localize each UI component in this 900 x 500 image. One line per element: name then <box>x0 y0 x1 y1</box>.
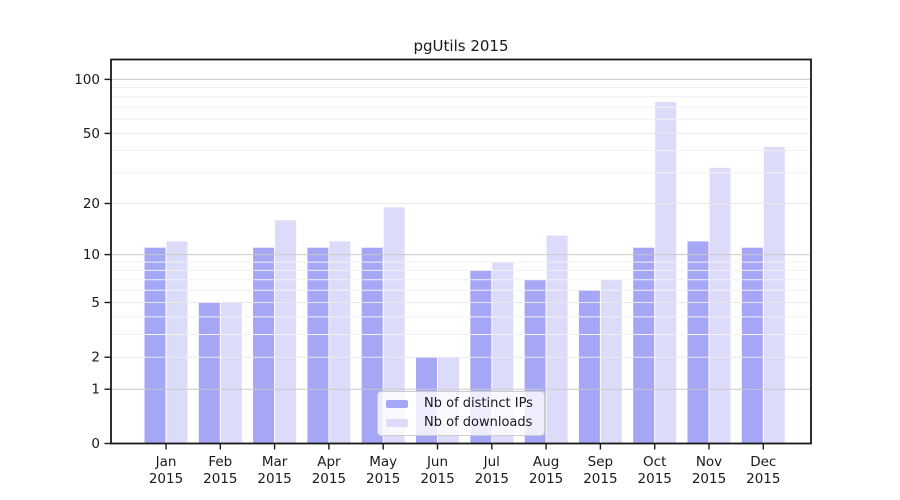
bar-distinct-ips-dec <box>741 247 763 444</box>
x-tick-label-feb: Feb <box>208 454 232 470</box>
y-tick-label-0: 0 <box>91 436 100 452</box>
x-tick-label-nov: Nov <box>696 454 722 470</box>
bar-downloads-mar <box>275 220 297 444</box>
bar-downloads-may <box>383 207 405 444</box>
x-tick-label-may: May <box>369 454 397 470</box>
bar-distinct-ips-feb <box>198 302 220 444</box>
x-tick-label-apr: Apr <box>317 454 341 470</box>
legend-item-distinct-ips: Nb of distinct IPs <box>386 396 536 412</box>
x-tick-year-jan: 2015 <box>149 471 183 487</box>
x-tick-year-jul: 2015 <box>475 471 509 487</box>
y-tick-label-100: 100 <box>74 72 100 88</box>
plot-border <box>110 58 812 445</box>
bar-downloads-jan <box>166 241 188 444</box>
bar-distinct-ips-mar <box>253 247 275 444</box>
axes-layer <box>104 58 812 450</box>
axis-labels-layer: 0125102050100Jan2015Feb2015Mar2015Apr201… <box>74 72 780 487</box>
bar-downloads-apr <box>329 241 351 444</box>
x-tick-year-dec: 2015 <box>746 471 780 487</box>
bar-downloads-dec <box>763 146 785 444</box>
bar-downloads-aug <box>546 235 568 444</box>
x-tick-label-jan: Jan <box>155 454 177 470</box>
y-tick-label-10: 10 <box>83 247 100 263</box>
chart-title: pgUtils 2015 <box>414 37 509 55</box>
bar-distinct-ips-oct <box>633 247 655 444</box>
y-tick-label-5: 5 <box>91 295 100 311</box>
x-tick-year-sep: 2015 <box>583 471 617 487</box>
x-tick-label-jul: Jul <box>483 454 500 470</box>
legend-item-downloads: Nb of downloads <box>386 415 536 431</box>
bar-distinct-ips-apr <box>307 247 329 444</box>
legend-label-distinct-ips: Nb of distinct IPs <box>424 396 533 411</box>
legend-label-downloads: Nb of downloads <box>424 415 533 430</box>
y-tick-label-2: 2 <box>91 350 100 366</box>
x-tick-year-mar: 2015 <box>257 471 291 487</box>
x-tick-label-mar: Mar <box>262 454 288 470</box>
y-tick-label-20: 20 <box>83 196 100 212</box>
bar-downloads-feb <box>220 302 242 444</box>
x-tick-label-aug: Aug <box>533 454 559 470</box>
legend-swatch-distinct-ips-icon <box>386 400 408 408</box>
y-tick-label-1: 1 <box>91 382 100 398</box>
x-tick-year-oct: 2015 <box>638 471 672 487</box>
x-tick-year-nov: 2015 <box>692 471 726 487</box>
gridlines-layer <box>111 78 811 390</box>
x-tick-label-dec: Dec <box>750 454 776 470</box>
x-tick-label-jun: Jun <box>426 454 448 470</box>
legend: Nb of distinct IPs Nb of downloads <box>377 391 545 436</box>
bar-downloads-nov <box>709 167 731 444</box>
bar-distinct-ips-jan <box>144 247 166 444</box>
bar-downloads-sep <box>600 279 622 444</box>
x-tick-year-feb: 2015 <box>203 471 237 487</box>
bar-distinct-ips-nov <box>687 241 709 444</box>
x-tick-label-sep: Sep <box>588 454 613 470</box>
x-tick-year-apr: 2015 <box>312 471 346 487</box>
y-tick-label-50: 50 <box>83 126 100 142</box>
x-tick-year-jun: 2015 <box>420 471 454 487</box>
x-tick-label-oct: Oct <box>643 454 666 470</box>
legend-swatch-downloads-icon <box>386 419 408 427</box>
bar-downloads-oct <box>655 101 677 444</box>
bar-distinct-ips-sep <box>578 290 600 444</box>
x-tick-year-aug: 2015 <box>529 471 563 487</box>
x-tick-year-may: 2015 <box>366 471 400 487</box>
